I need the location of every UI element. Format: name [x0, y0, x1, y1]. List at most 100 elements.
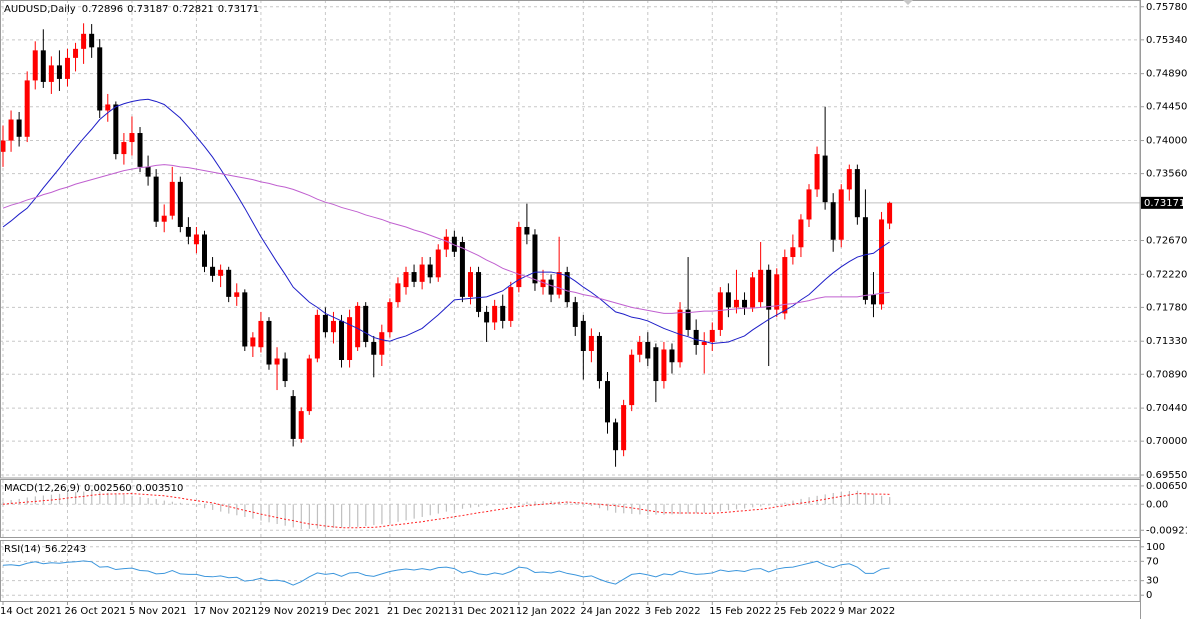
candle-body: [73, 48, 79, 58]
y-tick-label: 0.72670: [1146, 236, 1187, 247]
macd-bar: [735, 504, 738, 510]
macd-bar: [300, 504, 302, 530]
macd-bar: [389, 504, 391, 524]
y-tick-label: 0.74000: [1146, 136, 1187, 147]
macd-bar: [163, 500, 165, 505]
macd-bar: [91, 490, 93, 505]
macd-bar: [727, 504, 730, 511]
y-tick-label: 30: [1146, 576, 1159, 587]
macd-bar: [598, 504, 601, 509]
candle-body: [282, 358, 288, 382]
symbol-header: AUDUSD,Daily 0.72896 0.73187 0.72821 0.73171: [4, 4, 259, 15]
close-readout: 0.73171: [218, 4, 259, 15]
x-tick-label: 29 Nov 2021: [258, 606, 322, 617]
macd-main-readout: 0.002560: [84, 483, 132, 494]
candle-body: [226, 269, 232, 297]
x-tick-label: 17 Nov 2021: [193, 606, 257, 617]
shift-marker: [903, 0, 913, 5]
candle-body: [508, 287, 514, 321]
macd-bar: [510, 502, 512, 505]
macd-bar: [365, 504, 367, 526]
macd-bar: [437, 504, 439, 514]
candle-body: [846, 169, 852, 190]
candle-body: [161, 215, 167, 222]
candle-body: [774, 274, 780, 310]
macd-bar: [421, 504, 423, 517]
candle-body: [830, 202, 836, 240]
y-tick-label: 0.75340: [1146, 35, 1187, 46]
macd-bar: [542, 501, 544, 505]
candle-body: [629, 354, 635, 406]
macd-bar: [357, 504, 359, 527]
candle-body: [588, 335, 594, 351]
y-tick-label: 0.69550: [1146, 470, 1187, 481]
candle-body: [605, 381, 610, 423]
macd-bar: [66, 492, 69, 505]
macd-bar: [784, 502, 786, 505]
macd-bar: [808, 497, 810, 505]
candle-body: [798, 219, 804, 248]
y-tick-label: 0.006501: [1146, 481, 1187, 492]
macd-bar: [469, 504, 472, 508]
macd-bar: [187, 504, 190, 505]
macd-bar: [671, 504, 673, 515]
macd-bar: [856, 490, 859, 505]
candle-body: [580, 320, 586, 351]
macd-bar: [324, 504, 327, 529]
rsi-line: [2, 560, 890, 586]
macd-bar: [711, 504, 713, 513]
candle-body: [572, 302, 578, 327]
candle-body: [0, 140, 6, 152]
macd-bar: [752, 504, 754, 508]
macd-bar: [284, 504, 286, 526]
macd-bar: [687, 504, 689, 514]
candle-body: [814, 154, 820, 190]
macd-bar: [99, 491, 101, 505]
macd-bar: [260, 504, 262, 521]
macd-bar: [107, 492, 109, 505]
macd-bar: [316, 504, 319, 529]
macd-bar: [453, 504, 456, 510]
candle-body: [97, 47, 103, 111]
candle-body: [516, 226, 522, 288]
candle-body: [274, 358, 280, 365]
candle-body: [524, 226, 530, 235]
candle-body: [806, 189, 812, 220]
y-tick-label: 0.00: [1146, 499, 1168, 510]
candle-body: [403, 272, 409, 288]
macd-bar: [341, 504, 343, 528]
candle-body: [822, 155, 828, 203]
macd-bar: [889, 497, 891, 505]
candle-body: [548, 279, 554, 295]
x-tick-label: 9 Dec 2021: [322, 606, 380, 617]
candle-body: [677, 309, 683, 363]
candle-body: [637, 341, 643, 355]
candle-body: [862, 217, 868, 300]
macd-bar: [639, 504, 641, 515]
candle-body: [887, 202, 893, 224]
candle-body: [742, 299, 748, 308]
macd-bar: [478, 504, 480, 507]
macd-bar: [171, 501, 173, 505]
macd-bar: [776, 504, 778, 505]
macd-bar: [244, 504, 246, 517]
y-tick-label: 0.71330: [1146, 336, 1187, 347]
candle-body: [766, 269, 772, 310]
candle-body: [322, 314, 328, 333]
y-tick-label: 0.70890: [1146, 369, 1187, 380]
macd-bar: [461, 504, 464, 509]
candle-body: [701, 341, 707, 345]
macd-bar: [131, 495, 133, 505]
low-readout: 0.72821: [172, 4, 213, 15]
y-tick-label: 70: [1146, 556, 1159, 567]
candle-body: [250, 337, 256, 347]
candle-body: [298, 411, 304, 439]
moving-average-line: [2, 164, 890, 314]
candle-body: [717, 292, 723, 330]
macd-title: MACD(12,26,9): [4, 483, 80, 494]
macd-bar: [381, 504, 383, 525]
marks-layer: [0, 23, 893, 586]
candle-body: [24, 80, 30, 137]
macd-signal-readout: 0.003510: [136, 483, 184, 494]
